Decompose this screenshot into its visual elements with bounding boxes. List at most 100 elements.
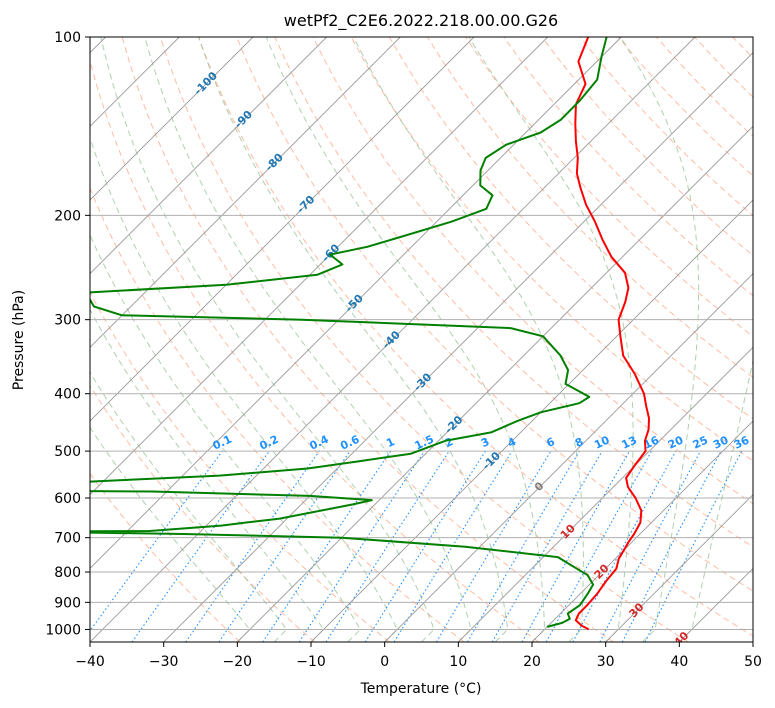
isotherm-label: -70 xyxy=(294,193,317,216)
mixing-ratio-line xyxy=(521,450,630,642)
mixing-ratio-line xyxy=(325,450,450,642)
moist-adiabat xyxy=(198,37,509,642)
isotherm-line xyxy=(90,37,254,201)
isotherm-line xyxy=(90,37,696,642)
y-tick-label: 700 xyxy=(54,531,81,547)
x-tick-label: −30 xyxy=(149,654,179,670)
y-tick-label: 600 xyxy=(54,491,81,507)
isotherm-label: -40 xyxy=(380,328,403,351)
dry-adiabat xyxy=(90,186,465,642)
isotherm-label: 0 xyxy=(532,479,547,494)
isotherm-label: -10 xyxy=(480,449,503,472)
x-tick-label: −40 xyxy=(75,654,105,670)
isotherm-line xyxy=(752,641,753,642)
mixing-ratio-line xyxy=(545,450,653,642)
mixing-ratio-label: 1 xyxy=(384,435,396,450)
mixing-ratio-label: 0.1 xyxy=(211,433,234,453)
x-tick-label: 10 xyxy=(449,654,467,670)
x-tick-label: −10 xyxy=(296,654,326,670)
mixing-ratio-label: 30 xyxy=(711,433,731,451)
dry-adiabat xyxy=(274,37,753,548)
x-tick-label: 40 xyxy=(670,654,688,670)
moist-adiabat xyxy=(90,426,251,642)
dry-adiabat xyxy=(350,37,753,462)
isotherm-line xyxy=(163,52,753,642)
x-axis-label: Temperature (°C) xyxy=(360,681,482,697)
moist-adiabat xyxy=(90,136,398,642)
moist-adiabat xyxy=(144,37,472,642)
y-tick-label: 1000 xyxy=(45,622,81,638)
isotherm-label: -80 xyxy=(263,150,286,173)
isotherm-label: -30 xyxy=(411,370,434,393)
mixing-ratio-line xyxy=(599,450,701,642)
moist-adiabat xyxy=(90,308,325,642)
mixing-ratio-label: 10 xyxy=(592,433,612,451)
moist-adiabat xyxy=(678,358,753,642)
y-tick-label: 800 xyxy=(54,565,81,581)
moist-adiabat xyxy=(90,371,288,642)
isotherm-line xyxy=(531,420,753,642)
mixing-ratio-label: 20 xyxy=(666,433,686,451)
dry-adiabat xyxy=(541,37,753,257)
isotherm-line xyxy=(90,37,548,496)
isotherm-line xyxy=(90,37,475,422)
isotherm-line xyxy=(90,37,622,569)
isotherm-line xyxy=(237,125,753,642)
isotherm-line xyxy=(384,273,753,642)
mixing-ratio-label: 0.6 xyxy=(338,433,361,453)
dry-adiabat xyxy=(426,37,753,378)
mixing-ratio-label: 13 xyxy=(620,434,639,452)
data-lines xyxy=(90,37,650,631)
moist-adiabat xyxy=(468,37,634,642)
isotherm-line xyxy=(310,199,753,642)
dry-adiabat xyxy=(465,37,753,338)
mixing-ratio-line xyxy=(572,450,677,642)
y-tick-label: 300 xyxy=(54,313,81,329)
mixing-ratio-label: 25 xyxy=(691,434,710,452)
mixing-ratio-label: 36 xyxy=(732,433,752,451)
x-tick-label: 20 xyxy=(523,654,541,670)
dewpoint-profile-line xyxy=(90,37,608,628)
mixing-ratio-line xyxy=(644,450,743,642)
moist-adiabat xyxy=(90,233,362,642)
mixing-ratio-label: 6 xyxy=(544,435,557,450)
isotherm-line xyxy=(458,346,753,642)
y-tick-label: 100 xyxy=(54,30,81,46)
y-axis-label: Pressure (hPa) xyxy=(11,290,27,390)
moist-adiabat xyxy=(100,37,435,642)
y-tick-label: 400 xyxy=(54,387,81,403)
mixing-ratio-line xyxy=(185,450,320,642)
mixing-ratio-label: 4 xyxy=(506,435,519,450)
moist-adiabat xyxy=(265,37,546,642)
dry-adiabat xyxy=(90,59,540,642)
dry-adiabat xyxy=(90,472,241,642)
dry-adiabat xyxy=(732,37,753,59)
dry-adiabat xyxy=(90,291,390,642)
mixing-ratio-label: 3 xyxy=(479,435,491,450)
dry-adiabat xyxy=(90,384,316,642)
dry-adiabat xyxy=(312,37,753,505)
mixing-ratio-label: 2 xyxy=(443,435,455,450)
dry-adiabat xyxy=(694,37,753,98)
chart-title: wetPf2_C2E6.2022.218.00.00.G26 xyxy=(284,11,558,31)
y-tick-label: 500 xyxy=(54,444,81,460)
mixing-ratio-line xyxy=(298,450,425,642)
dry-adiabat xyxy=(656,37,753,138)
moist-adiabat xyxy=(620,37,700,642)
dry-adiabat xyxy=(121,37,614,642)
mixing-ratio-line xyxy=(131,450,270,642)
x-tick-label: 30 xyxy=(597,654,615,670)
isotherm-label: -20 xyxy=(442,413,465,436)
mixing-ratio-line xyxy=(90,450,223,632)
mixing-ratio-label: 0.4 xyxy=(307,433,330,453)
isotherm-line xyxy=(90,37,327,275)
isotherm-line xyxy=(90,37,401,348)
dry-adiabat xyxy=(503,37,753,297)
axis-ticks: −40 −30 −20 −10 0 10 20 30 40 5010009008007006005… xyxy=(45,30,762,670)
background-lines xyxy=(90,37,753,642)
moist-adiabat xyxy=(353,37,584,642)
y-tick-label: 200 xyxy=(54,208,81,224)
mixing-ratio-line xyxy=(262,450,392,642)
isotherm-line xyxy=(679,567,753,642)
